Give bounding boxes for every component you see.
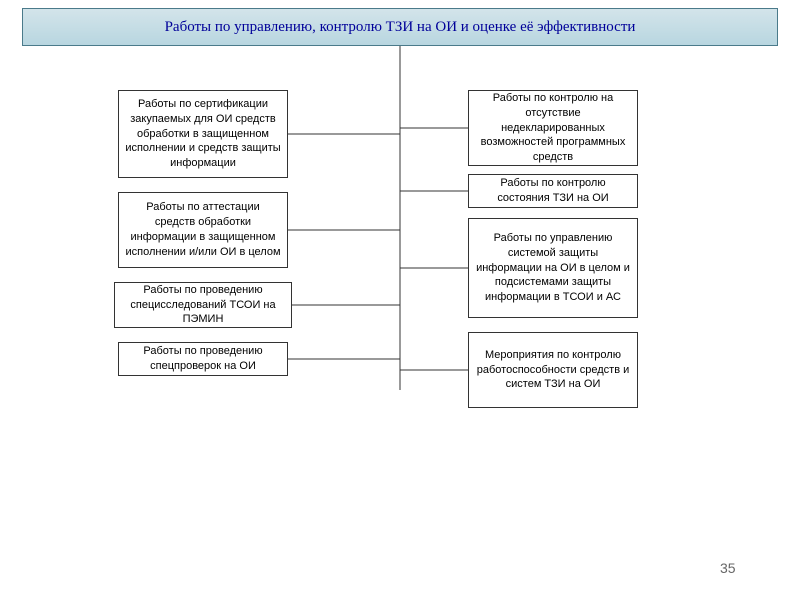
diagram-box-right3: Работы по управлению системой защиты инф… — [468, 218, 638, 318]
diagram-box-right2: Работы по контролю состояния ТЗИ на ОИ — [468, 174, 638, 208]
diagram-box-left2: Работы по аттестации средств обработки и… — [118, 192, 288, 268]
header-title-text: Работы по управлению, контролю ТЗИ на ОИ… — [165, 19, 636, 36]
page-number: 35 — [720, 560, 736, 576]
diagram-box-left3: Работы по проведению специсследований ТС… — [114, 282, 292, 328]
diagram-box-right4: Мероприятия по контролю работоспособност… — [468, 332, 638, 408]
header-title-bar: Работы по управлению, контролю ТЗИ на ОИ… — [22, 8, 778, 46]
diagram-box-left4: Работы по проведению спецпроверок на ОИ — [118, 342, 288, 376]
diagram-box-right1: Работы по контролю на отсутствие недекла… — [468, 90, 638, 166]
diagram-box-left1: Работы по сертификации закупаемых для ОИ… — [118, 90, 288, 178]
page-number-text: 35 — [720, 560, 736, 576]
